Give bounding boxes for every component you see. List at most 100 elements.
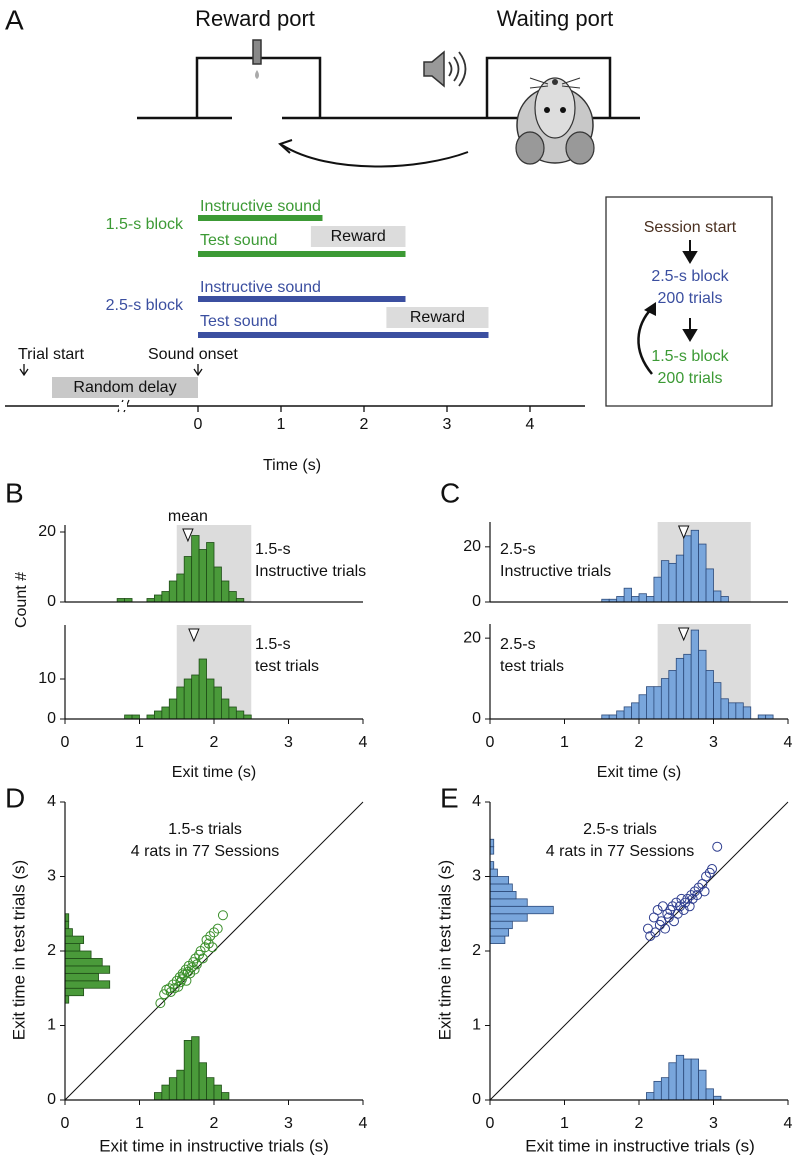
x-tick-label: 0 <box>61 1115 70 1132</box>
x-tick-label: 2 <box>635 1115 644 1132</box>
schedule-text: 1.5-s block <box>651 348 729 365</box>
marginal-bar <box>168 1077 178 1101</box>
marginal-bar <box>64 972 99 982</box>
point <box>209 927 219 938</box>
marginal-bar <box>683 1058 692 1101</box>
bar <box>198 549 207 603</box>
bar <box>183 678 193 720</box>
y-tick-label: 3 <box>472 868 481 885</box>
bar <box>698 649 707 720</box>
marginal-bar <box>489 876 510 885</box>
speaker-body <box>423 50 445 88</box>
point <box>660 923 671 934</box>
x-tick-label: 4 <box>784 1115 793 1132</box>
reward-port <box>195 56 322 118</box>
bar <box>705 670 714 720</box>
marginal-bar <box>221 1092 230 1101</box>
marginal-bar <box>64 958 103 967</box>
rat-ear <box>515 131 545 165</box>
marginal-bar <box>153 1092 163 1101</box>
bar <box>690 529 700 603</box>
bar <box>646 686 655 720</box>
point <box>676 893 687 904</box>
point <box>663 912 674 923</box>
bar <box>153 710 163 720</box>
point <box>165 986 176 997</box>
marginal-bar <box>489 913 528 922</box>
mean-marker <box>182 528 194 543</box>
point <box>207 942 218 953</box>
sound-waves <box>448 51 467 87</box>
marginal-bar <box>64 950 92 959</box>
y-tick-label: 2 <box>47 942 56 959</box>
marginal-bar <box>489 898 528 907</box>
point <box>652 905 663 916</box>
bar <box>601 714 610 720</box>
mean-marker <box>188 628 200 643</box>
mean-marker <box>677 627 690 642</box>
rat-head <box>534 77 576 139</box>
time-tick-label: 4 <box>526 416 535 433</box>
point <box>191 959 202 970</box>
point <box>693 882 704 893</box>
bar <box>235 710 245 720</box>
bar <box>735 702 744 720</box>
histogram-label: Instructive trials <box>255 563 366 580</box>
y-tick-label: 0 <box>47 593 56 610</box>
rat-nose <box>552 79 558 85</box>
marginal-bar <box>653 1080 662 1101</box>
time-tick-label: 2 <box>360 416 369 433</box>
bar <box>683 535 692 603</box>
x-axis-label: Exit time (s) <box>597 764 681 781</box>
bar <box>221 698 230 720</box>
bar <box>653 686 662 720</box>
histogram-label: 2.5-s <box>500 636 536 653</box>
bar <box>660 678 670 720</box>
point <box>190 953 201 964</box>
x-tick-label: 3 <box>284 734 293 751</box>
point <box>176 974 187 985</box>
marginal-bar <box>191 1036 200 1101</box>
histogram-label: 1.5-s <box>255 636 291 653</box>
marginal-bar <box>183 1040 193 1101</box>
reward-label: Reward <box>331 228 386 245</box>
panel-letter: E <box>440 782 459 813</box>
bar <box>213 686 222 720</box>
sound-label: Test sound <box>200 232 277 249</box>
marginal-bar <box>206 1077 215 1101</box>
sound-label: Test sound <box>200 313 277 330</box>
point <box>189 964 200 975</box>
marginal-bar <box>64 987 85 997</box>
whiskers <box>529 77 581 89</box>
panel-letter: D <box>5 782 25 813</box>
marginal-bar <box>64 943 81 952</box>
marginal-bar <box>675 1054 685 1101</box>
y-tick-label: 4 <box>47 793 56 810</box>
sound-bar <box>198 296 406 302</box>
bar <box>161 591 170 603</box>
event-label: Sound onset <box>148 346 238 363</box>
rat-eye <box>560 107 566 113</box>
y-tick-label: 0 <box>472 1091 481 1108</box>
y-tick-label: 20 <box>463 538 481 555</box>
x-axis-label: Exit time in instructive trials (s) <box>99 1136 329 1155</box>
sound-bar <box>198 251 406 257</box>
loop-arrow <box>637 307 653 375</box>
marginal-bar <box>64 935 85 944</box>
bar <box>765 714 774 720</box>
marginal-bar <box>489 868 498 877</box>
bar <box>668 670 677 720</box>
mean-label: mean <box>168 508 208 525</box>
delay-label: Random delay <box>73 379 176 396</box>
marginal-bar <box>213 1084 222 1101</box>
bar <box>168 580 178 603</box>
x-tick-label: 2 <box>210 1115 219 1132</box>
y-tick-label: 4 <box>472 793 481 810</box>
point <box>186 962 197 973</box>
y-tick-label: 20 <box>38 523 56 540</box>
bar <box>713 682 722 720</box>
x-tick-label: 1 <box>135 734 144 751</box>
point <box>179 969 190 980</box>
rat <box>515 77 595 165</box>
annotation: 4 rats in 77 Sessions <box>131 843 280 860</box>
